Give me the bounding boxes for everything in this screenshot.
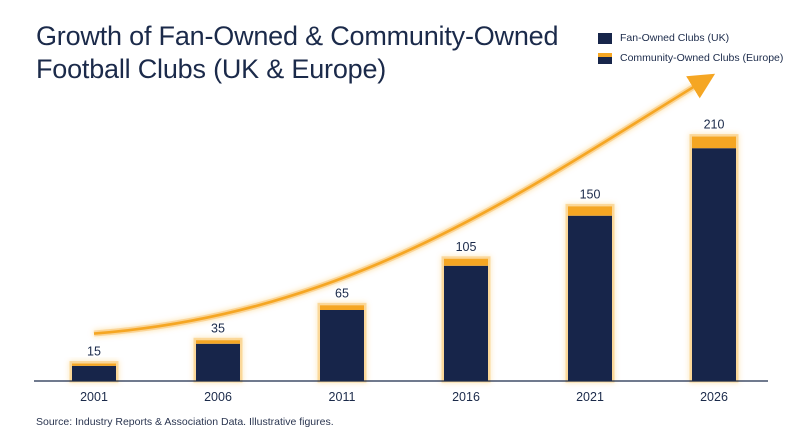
legend-label-uk: Fan-Owned Clubs (UK) [620, 32, 730, 44]
legend-item-europe: Community-Owned Clubs (Europe) [598, 48, 783, 68]
legend-item-uk: Fan-Owned Clubs (UK) [598, 28, 783, 48]
bar-europe-2001 [72, 363, 116, 366]
bar-europe-2011 [320, 305, 364, 310]
data-label-2011: 65 [335, 286, 349, 300]
x-tick-label-2016: 2016 [452, 390, 480, 404]
bar-europe-2016 [444, 258, 488, 266]
legend-swatch-europe [598, 52, 612, 64]
x-tick-label-2026: 2026 [700, 390, 728, 404]
bar-europe-2026 [692, 136, 736, 149]
trend-arrow [93, 73, 716, 335]
data-label-2021: 150 [580, 187, 601, 201]
bar-europe-2006 [196, 340, 240, 344]
bar-uk-2001 [72, 365, 116, 381]
data-label-2026: 210 [704, 118, 725, 132]
bar-europe-2021 [568, 206, 612, 216]
data-label-2001: 15 [87, 345, 101, 359]
legend: Fan-Owned Clubs (UK) Community-Owned Clu… [598, 28, 783, 68]
x-tick-label-2021: 2021 [576, 390, 604, 404]
bar-uk-2016 [444, 265, 488, 381]
source-note: Source: Industry Reports & Association D… [36, 416, 334, 428]
chart-title: Growth of Fan-Owned & Community-Owned Fo… [36, 21, 559, 84]
x-tick-label-2006: 2006 [204, 390, 232, 404]
bar-uk-2006 [196, 343, 240, 381]
x-tick-label-2001: 2001 [80, 390, 108, 404]
legend-label-europe: Community-Owned Clubs (Europe) [620, 52, 784, 64]
data-label-2006: 35 [211, 321, 225, 335]
bar-uk-2011 [320, 309, 364, 381]
bar-uk-2021 [568, 215, 612, 381]
x-tick-label-2011: 2011 [329, 390, 356, 404]
data-label-2016: 105 [456, 240, 477, 254]
bar-uk-2026 [692, 148, 736, 381]
legend-swatch-uk [598, 32, 612, 44]
